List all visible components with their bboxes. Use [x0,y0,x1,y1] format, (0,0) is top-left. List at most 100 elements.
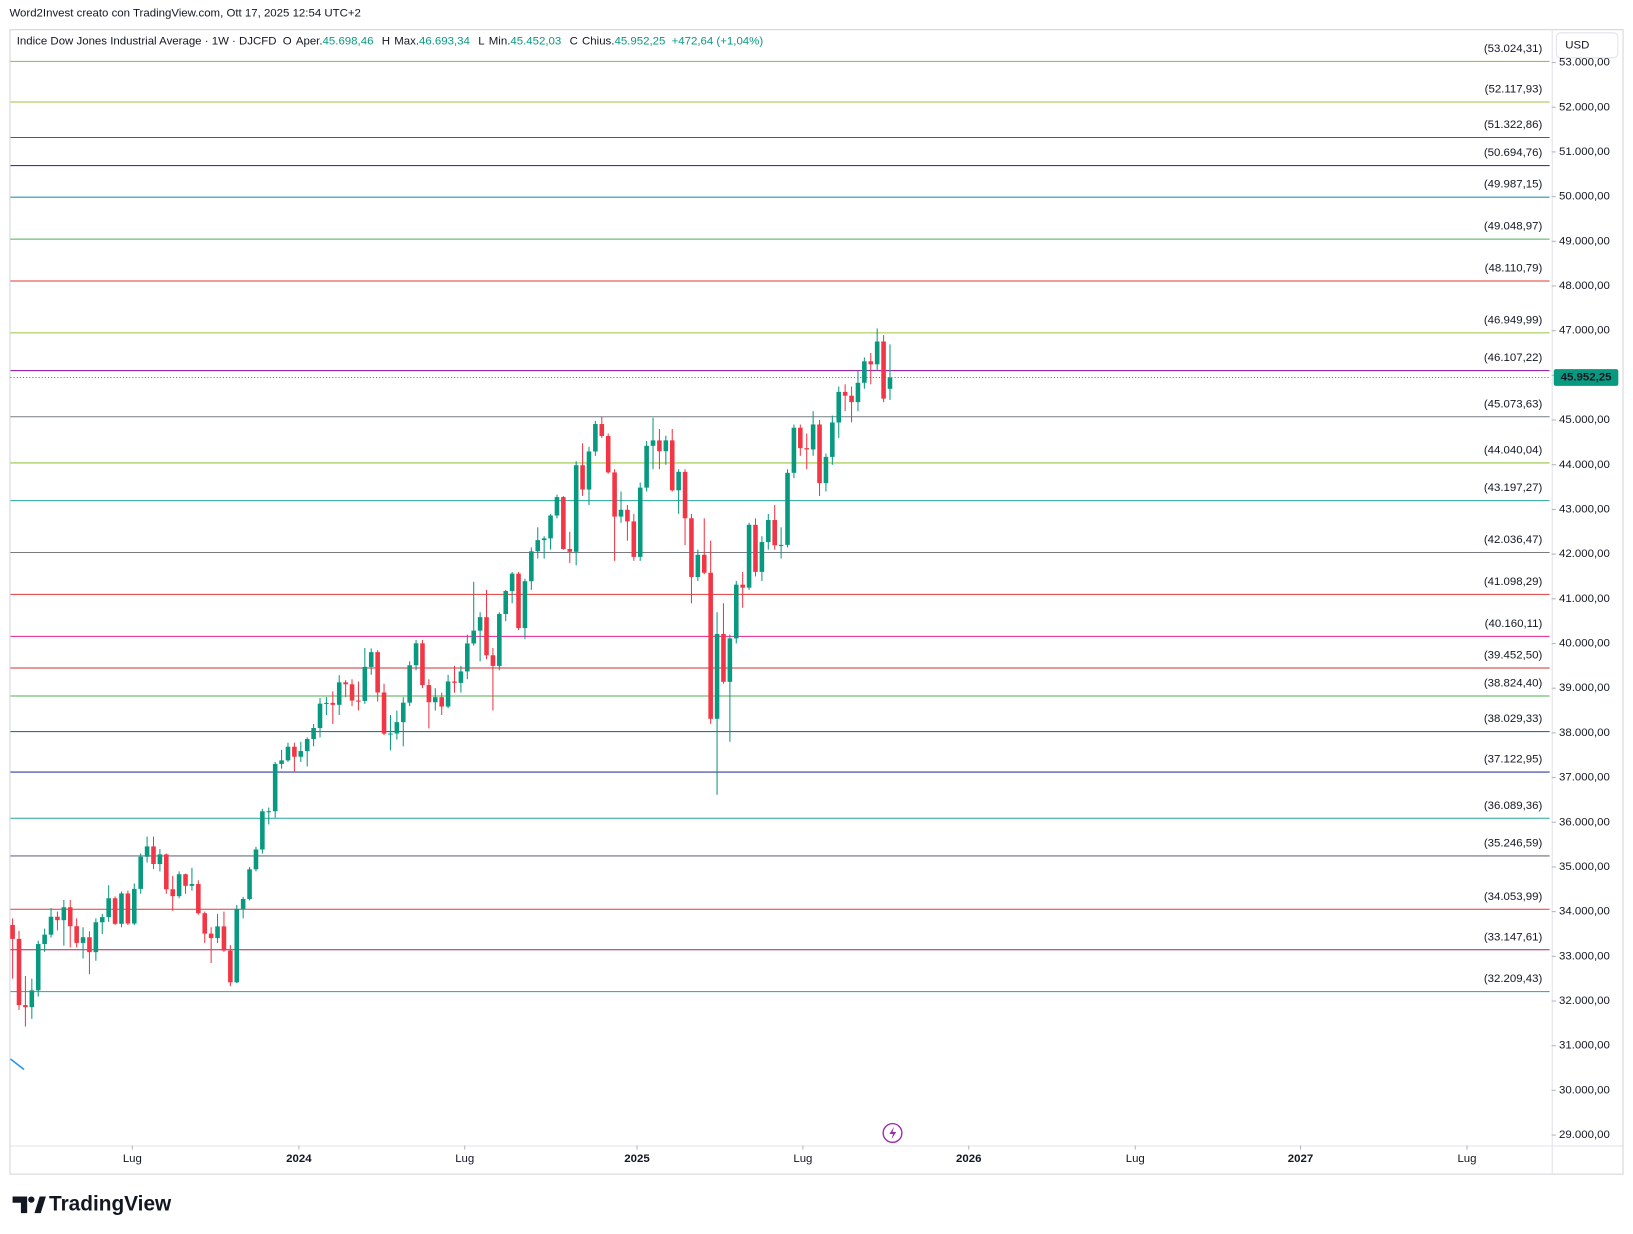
candle-body [439,697,444,707]
candle-body [477,617,483,631]
candle-body [164,854,169,890]
y-tick-label: 36.000,00 [1559,816,1610,828]
candle-body [567,549,573,552]
candle-body [80,937,86,943]
candle-body [304,738,310,752]
y-tick-label: 47.000,00 [1559,325,1610,337]
candle-body [772,520,777,546]
logo: TradingView [12,1192,172,1215]
candle-body [151,846,156,864]
x-tick-label: Lug [1457,1153,1476,1165]
candle-body [42,934,47,945]
candle-body [778,544,784,546]
candle-body [394,722,400,734]
candle-body [695,554,701,577]
logo-mark [12,1196,28,1214]
y-tick-label: 53.000,00 [1559,57,1610,69]
candle-body [849,395,854,403]
candle-body [669,440,675,491]
candle-body [708,572,713,719]
brand: TradingView [49,1192,172,1215]
candle-body [55,916,60,921]
level-label: (51.322,86) [1484,119,1543,131]
candle-body [420,643,425,686]
candle-body [868,361,874,365]
candle-body [93,922,99,953]
y-tick-label: 43.000,00 [1559,503,1610,515]
candle-body [400,702,406,723]
candle-body [586,451,592,490]
candle-body [170,889,176,897]
candle-body [631,521,637,557]
legend-value: 46.693,34 [419,36,471,48]
candle-body [522,581,528,629]
candle-body [106,898,111,918]
y-tick-label: 40.000,00 [1559,638,1610,650]
candle-body [471,630,476,644]
level-label: (36.089,36) [1484,800,1543,812]
currency[interactable]: USD [1565,39,1589,51]
candle-body [881,341,886,399]
candle-body [625,509,630,522]
level-label: (41.098,29) [1484,576,1543,588]
candle-body [138,856,143,889]
candle-body [87,937,92,953]
candle-body [887,377,893,389]
level-label: (46.949,99) [1484,314,1543,326]
candle-body [804,448,810,450]
y-tick-label: 30.000,00 [1559,1084,1610,1096]
candle-body [253,849,259,870]
y-tick-label: 39.000,00 [1559,682,1610,694]
candle-body [67,907,73,927]
logo-mark [28,1196,35,1203]
candle-body [99,917,105,923]
candle-body [336,682,342,705]
candle-body [727,638,733,682]
legend-value: 45.952,25 [614,36,665,48]
candle-body [189,884,195,886]
candle-body [407,665,412,703]
candle-body [35,944,41,991]
candle-body [484,617,489,656]
candle-body [247,869,252,899]
candle-body [599,424,605,437]
y-tick-label: 52.000,00 [1559,101,1610,113]
candle-body [548,515,553,539]
candle-body [753,524,758,572]
candle-body [74,926,79,943]
candle-body [330,702,336,705]
currency-button[interactable] [1555,32,1619,59]
y-tick-label: 42.000,00 [1559,548,1610,560]
candle-body [279,760,284,764]
y-tick-label: 48.000,00 [1559,280,1610,292]
y-tick-label: 33.000,00 [1559,950,1610,962]
logo-mark [34,1196,46,1214]
candle-body [356,700,361,702]
candle-body [830,422,835,457]
candle-body [157,854,163,864]
candle-body [10,925,15,939]
level-label: (32.209,43) [1484,973,1543,985]
candle-body [125,893,131,924]
ohlc-legend: O Aper.45.698,46 H Max.46.693,34 L Min.45.452… [283,36,666,48]
candle-body [240,898,246,909]
level-label: (52.117,93) [1485,83,1543,95]
candle-body [714,633,720,719]
y-tick-label: 45.000,00 [1559,414,1610,426]
candle-body [311,728,316,739]
candle-body [490,655,496,666]
candle-body [176,874,182,897]
candle-body [733,584,739,639]
y-tick-label: 51.000,00 [1559,146,1610,158]
candle-body [689,518,694,577]
y-tick-label: 35.000,00 [1559,861,1610,873]
candle-body [119,893,124,924]
candle-body [260,811,265,850]
level-label: (49.987,15) [1484,179,1543,191]
x-tick-label: 2026 [956,1153,981,1165]
level-label: (38.029,33) [1484,713,1543,725]
candle-body [452,681,457,683]
level-label: (40.160,11) [1485,618,1543,630]
candle-body [874,341,880,365]
